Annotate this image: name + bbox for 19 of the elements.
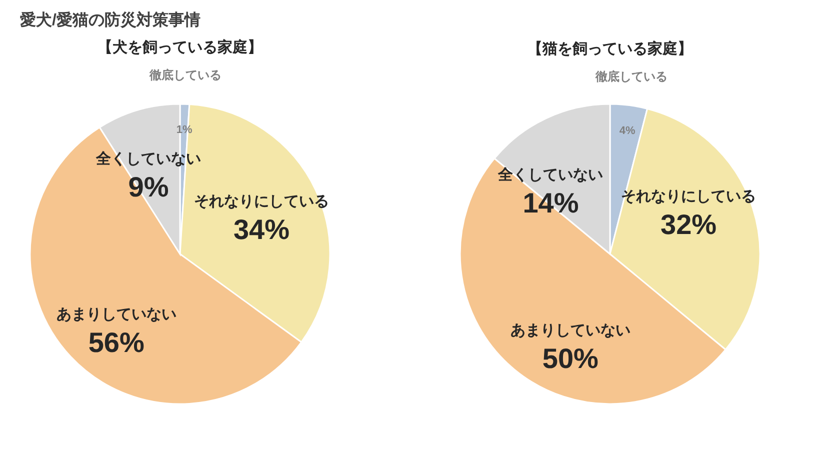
data-label: 32% — [660, 209, 717, 240]
chart-title: 愛犬/愛猫の防災対策事情 — [20, 10, 200, 30]
data-label: 1% — [176, 124, 192, 136]
data-label: 50% — [542, 343, 599, 374]
data-label: 9% — [128, 172, 169, 202]
data-label: 4% — [619, 125, 636, 138]
data-label: 14% — [522, 187, 579, 218]
data-label: 34% — [233, 214, 290, 246]
slice-label: 全くしていない — [497, 166, 604, 184]
slice-label: それなりにしている — [621, 188, 756, 206]
slice-label: あまりしていない — [56, 306, 176, 323]
chart-subtitle: 【犬を飼っている家庭】 — [98, 38, 262, 56]
slice-label: 全くしていない — [94, 150, 201, 168]
slice-label: 徹底している — [594, 69, 668, 84]
slice-label: あまりしていない — [510, 322, 630, 340]
slice-label: 徹底している — [148, 68, 222, 82]
chart-subtitle: 【猫を飼っている家庭】 — [528, 39, 692, 58]
slice-label: それなりにしている — [194, 193, 329, 210]
data-label: 56% — [88, 326, 144, 358]
